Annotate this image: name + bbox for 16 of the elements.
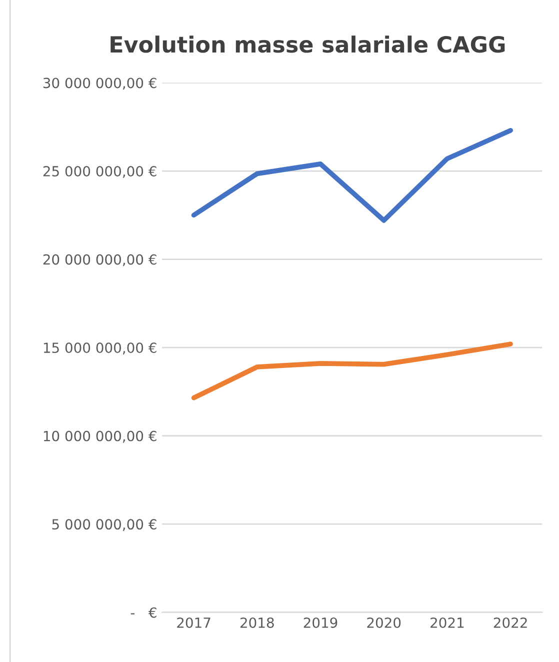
x-tick-label: 2018 — [240, 617, 274, 628]
x-tick-label: 2021 — [430, 617, 464, 628]
x-tick-label: 2019 — [304, 617, 338, 628]
line-series — [191, 128, 513, 223]
y-tick-label: 25 000 000,00 € — [43, 166, 156, 178]
line-series — [191, 342, 513, 400]
y-tick-label: 10 000 000,00 € — [44, 430, 156, 443]
chart-title: Evolution masse salariale CAGG — [110, 36, 505, 53]
y-tick-label: 20 000 000,00 € — [43, 254, 156, 266]
x-tick-label: 2022 — [494, 617, 527, 628]
y-tick-label: 30 000 000,00 € — [43, 78, 156, 90]
y-tick-label: 5 000 000,00 € — [52, 519, 156, 531]
x-tick-label: 2017 — [177, 617, 210, 628]
y-tick-label: - € — [130, 607, 156, 618]
y-tick-label: 15 000 000,00 € — [44, 342, 156, 354]
x-tick-label: 2020 — [367, 617, 401, 628]
